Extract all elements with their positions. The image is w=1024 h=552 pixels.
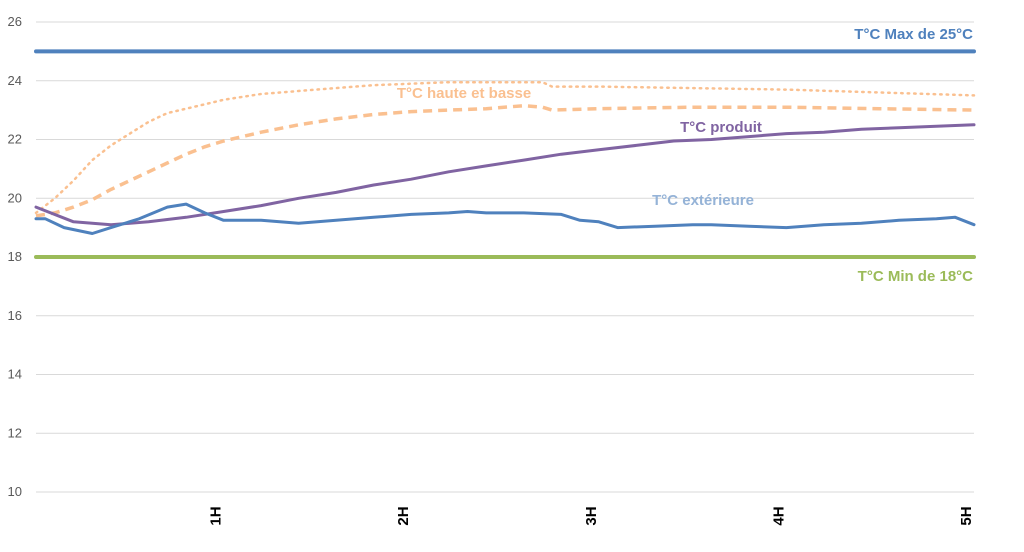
x-tick-label: 1H <box>208 506 225 525</box>
x-tick-label: 5H <box>958 506 975 525</box>
annotation-label: T°C Max de 25°C <box>854 26 973 43</box>
annotation-label: T°C produit <box>680 119 762 136</box>
y-tick-label: 14 <box>8 367 22 382</box>
x-tick-label: 3H <box>583 506 600 525</box>
annotation-label: T°C Min de 18°C <box>858 268 974 285</box>
x-tick-label: 2H <box>395 506 412 525</box>
series-line-5 <box>34 202 976 235</box>
series-lines <box>34 49 976 259</box>
y-tick-label: 10 <box>8 484 22 499</box>
y-tick-label: 22 <box>8 132 22 147</box>
y-tick-label: 20 <box>8 190 22 205</box>
series-line-2 <box>34 80 976 215</box>
series-line-4 <box>34 123 976 227</box>
series-line-3 <box>35 103 975 218</box>
x-tick-label: 4H <box>770 506 787 525</box>
annotations: T°C Max de 25°C T°C haute et basse T°C pro… <box>397 26 973 285</box>
y-tick-label: 12 <box>8 425 22 440</box>
y-tick-label: 16 <box>8 308 22 323</box>
y-tick-label: 24 <box>8 73 22 88</box>
y-tick-label: 26 <box>8 14 22 29</box>
annotation-label: T°C extérieure <box>652 192 754 209</box>
y-axis-ticks: 10 12 14 16 18 20 22 24 26 <box>8 14 22 499</box>
y-tick-label: 18 <box>8 249 22 264</box>
x-axis-ticks: 1H 2H 3H 4H 5H <box>208 506 975 525</box>
annotation-label: T°C haute et basse <box>397 85 531 102</box>
